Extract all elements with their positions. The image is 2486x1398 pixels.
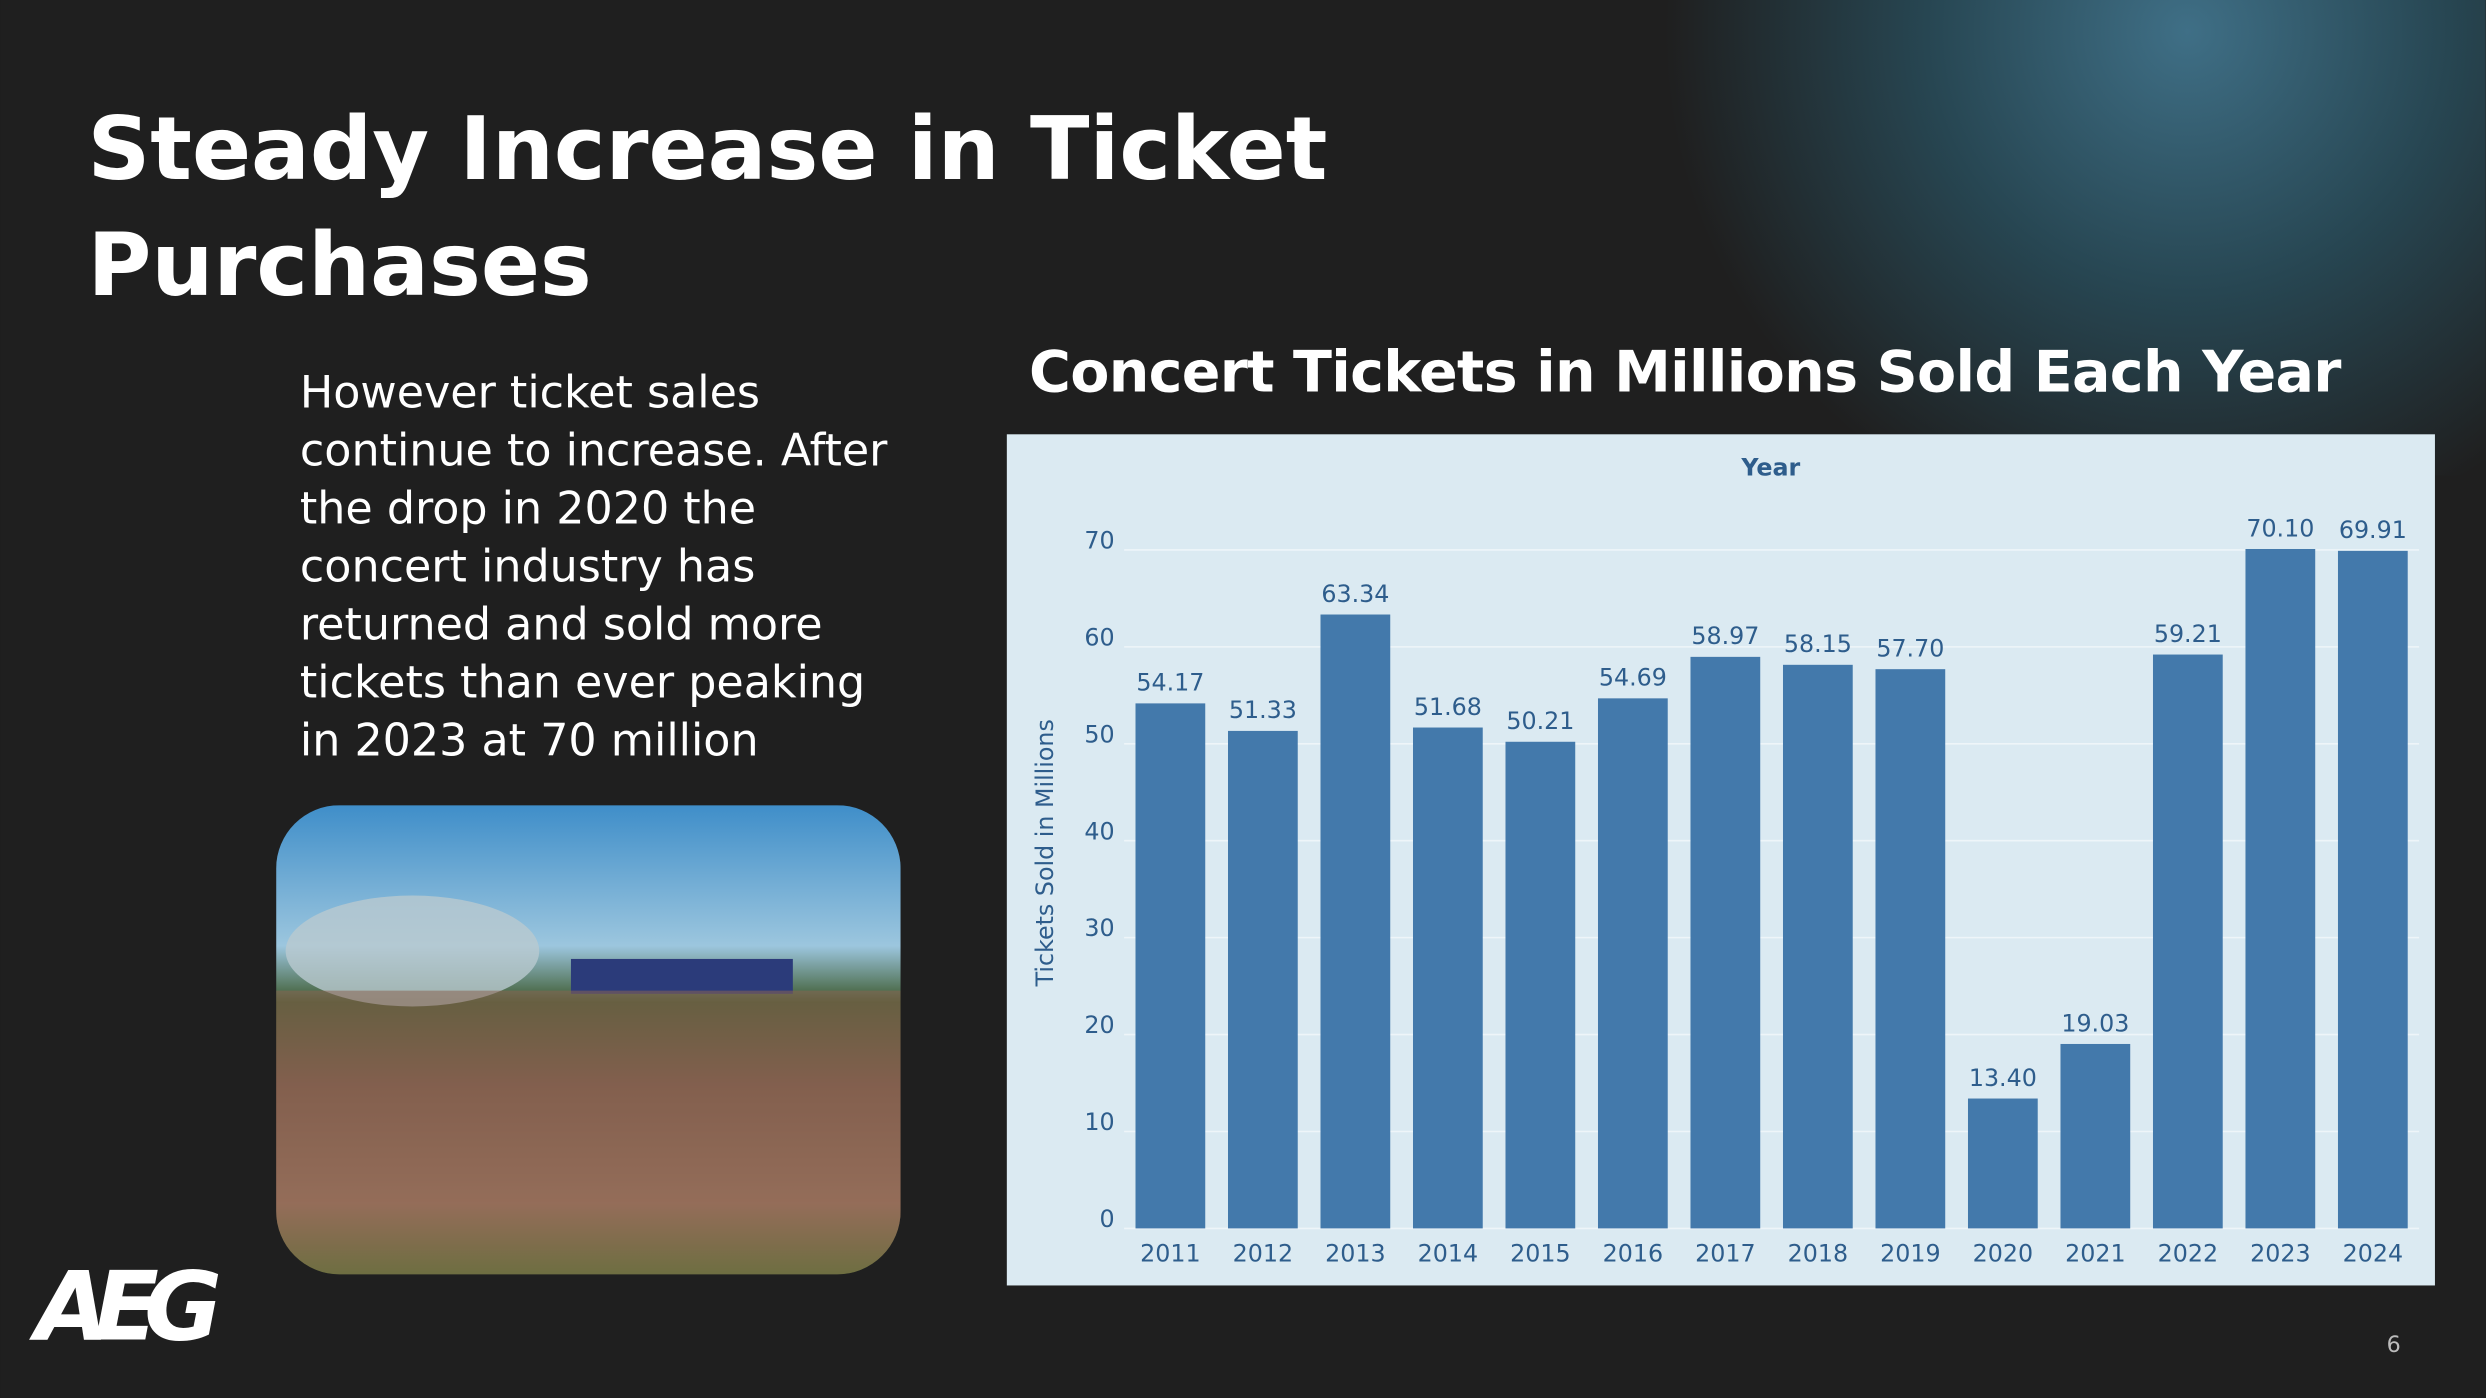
chart-title: Concert Tickets in Millions Sold Each Ye… bbox=[1029, 340, 2341, 406]
x-tick-label: 2023 bbox=[2250, 1240, 2310, 1268]
x-tick-label: 2016 bbox=[1603, 1240, 1663, 1268]
bar bbox=[1875, 669, 1946, 1229]
x-tick-label: 2021 bbox=[2065, 1240, 2125, 1268]
x-tick-label: 2022 bbox=[2158, 1240, 2218, 1268]
x-tick-label: 2019 bbox=[1880, 1240, 1940, 1268]
x-tick-label: 2013 bbox=[1325, 1240, 1385, 1268]
x-tick-label: 2024 bbox=[2343, 1240, 2403, 1268]
logo: AEG bbox=[28, 1252, 222, 1362]
bar bbox=[2060, 1043, 2131, 1229]
y-tick-label: 60 bbox=[1084, 623, 1114, 651]
y-tick-label: 40 bbox=[1084, 817, 1114, 845]
x-tick-label: 2014 bbox=[1418, 1240, 1478, 1268]
data-label: 19.03 bbox=[2061, 1009, 2129, 1037]
y-tick-label: 20 bbox=[1084, 1011, 1114, 1039]
data-label: 59.21 bbox=[2154, 620, 2222, 648]
plot: 0 10 20 30 40 50 60 70 2011 54.17 2012 51.33 2013 63.… bbox=[1084, 514, 2420, 1268]
data-label: 63.34 bbox=[1321, 580, 1389, 608]
y-tick-label: 0 bbox=[1099, 1205, 1114, 1233]
background-glow bbox=[1585, 0, 2486, 476]
x-tick-label: 2018 bbox=[1788, 1240, 1848, 1268]
data-label: 54.69 bbox=[1599, 664, 1667, 692]
body-line: continue to increase. After bbox=[300, 425, 888, 476]
page-number: 6 bbox=[2387, 1332, 2401, 1358]
data-label: 58.15 bbox=[1784, 630, 1852, 658]
body-line: the drop in 2020 the bbox=[300, 483, 756, 534]
data-label: 13.40 bbox=[1969, 1064, 2037, 1092]
bar bbox=[1690, 656, 1761, 1229]
body-line: tickets than ever peaking bbox=[300, 657, 865, 708]
x-axis-title: Year bbox=[1740, 454, 1800, 482]
data-label: 51.33 bbox=[1229, 696, 1297, 724]
data-label: 51.68 bbox=[1414, 693, 1482, 721]
x-tick-label: 2017 bbox=[1695, 1240, 1755, 1268]
data-label: 70.10 bbox=[2246, 514, 2314, 542]
data-label: 54.17 bbox=[1136, 669, 1204, 697]
x-tick-label: 2015 bbox=[1510, 1240, 1570, 1268]
y-tick-label: 50 bbox=[1084, 720, 1114, 748]
x-tick-label: 2012 bbox=[1233, 1240, 1293, 1268]
bar bbox=[1412, 727, 1483, 1229]
bar bbox=[1320, 614, 1391, 1229]
data-label: 50.21 bbox=[1506, 707, 1574, 735]
y-tick-label: 70 bbox=[1084, 527, 1114, 555]
y-tick-label: 30 bbox=[1084, 914, 1114, 942]
bar bbox=[1967, 1098, 2038, 1229]
data-label: 69.91 bbox=[2339, 516, 2407, 544]
data-label: 57.70 bbox=[1876, 634, 1944, 662]
bar bbox=[1227, 730, 1298, 1229]
y-tick-label: 10 bbox=[1084, 1108, 1114, 1136]
x-tick-label: 2011 bbox=[1140, 1240, 1200, 1268]
body-line: returned and sold more bbox=[300, 599, 823, 650]
bar bbox=[1505, 741, 1576, 1229]
bar bbox=[1597, 698, 1668, 1229]
bar bbox=[2337, 550, 2408, 1229]
body-line: concert industry has bbox=[300, 541, 755, 592]
bar bbox=[2245, 548, 2316, 1229]
body-text: However ticket sales continue to increase… bbox=[300, 367, 888, 766]
bar bbox=[1782, 664, 1853, 1229]
slide-title: Purchases bbox=[88, 214, 592, 316]
slide-title: Steady Increase in Ticket bbox=[88, 98, 1328, 200]
y-axis-title: Tickets Sold in Millions bbox=[1031, 719, 1059, 987]
x-tick-label: 2020 bbox=[1973, 1240, 2033, 1268]
bar bbox=[2152, 654, 2223, 1229]
data-label: 58.97 bbox=[1691, 622, 1759, 650]
photo bbox=[276, 805, 901, 1275]
body-line: in 2023 at 70 million bbox=[300, 715, 759, 766]
body-line: However ticket sales bbox=[300, 367, 760, 418]
bar bbox=[1135, 703, 1206, 1229]
